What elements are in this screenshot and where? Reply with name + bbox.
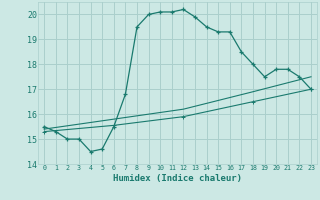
X-axis label: Humidex (Indice chaleur): Humidex (Indice chaleur) (113, 174, 242, 183)
